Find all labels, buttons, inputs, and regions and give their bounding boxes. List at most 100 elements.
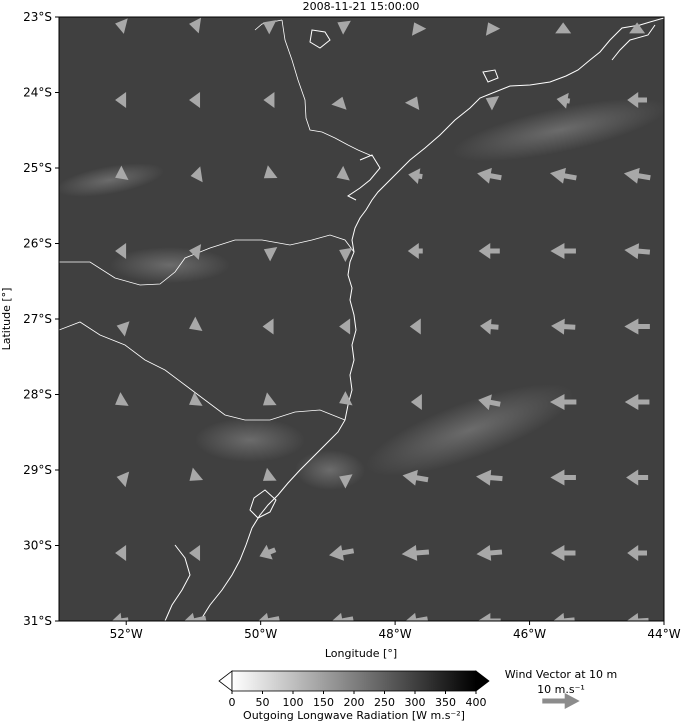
wind-arrow [624,243,651,260]
wind-arrow [407,243,423,260]
wind-arrow [476,469,503,486]
colorbar-tick-label: 150 [313,696,334,709]
y-tick-label: 26°S [23,237,52,251]
wind-arrow [339,391,353,406]
wind-arrow [409,318,421,335]
wind-arrow [115,165,129,180]
wind-arrow [551,318,576,335]
wind-arrow [485,22,501,36]
cloud-patch [452,98,664,162]
colorbar-tick-label: 400 [466,696,487,709]
map-plot-area [58,16,665,622]
y-tick-label: 29°S [23,463,52,477]
y-axis-label: Latitude [°] [0,288,13,351]
coastlines [164,17,664,621]
wind-arrow [262,318,274,335]
wind-arrow [408,168,423,185]
cloud-patch [295,450,365,490]
wind-arrow [555,22,572,34]
cloud-patch [59,163,165,197]
wind-arrow [263,247,278,262]
wind-arrow [337,20,351,35]
wind-arrow [190,166,203,183]
coastline-inlet [347,154,381,201]
wind-arrow [549,167,577,184]
colorbar-tick-label: 200 [344,696,365,709]
wind-arrow [262,392,277,406]
y-tick-label: 28°S [23,388,52,402]
wind-arrow [479,318,499,335]
wind-arrow [627,545,648,562]
colorbar-gradient [231,670,477,692]
coastline-lagoon [249,489,277,519]
wind-key-label: 10 m.s⁻¹ [537,683,585,696]
wind-arrow [189,545,201,562]
colorbar: 0 50 100 150 200 250 300 350 400 Outgoing Longwa… [218,670,490,722]
coastline [199,17,664,621]
x-tick-label: 50°W [244,627,277,641]
wind-arrow [189,92,201,109]
coastline-bay [611,24,656,61]
wind-arrow [476,544,503,561]
y-tick-label: 30°S [23,539,52,553]
wind-arrow [262,20,277,35]
wind-arrow [262,467,277,481]
wind-arrow [329,544,355,561]
wind-arrow [189,17,202,34]
wind-arrow [263,165,278,179]
x-tick-label: 46°W [513,627,546,641]
y-tick-label: 25°S [23,161,52,175]
y-tick-label: 27°S [23,312,52,326]
state-borders [59,19,373,421]
cloud-patch [366,384,574,476]
wind-vectors [110,17,651,621]
wind-arrow [478,243,500,260]
wind-arrow [410,394,422,411]
wind-arrow [115,545,127,562]
wind-arrow [401,544,430,561]
border-sc-rs [59,321,346,421]
wind-arrow [478,394,501,411]
wind-arrow [189,244,202,260]
wind-arrow [624,318,650,335]
cloud-patch [195,418,305,462]
border-parana-sp [281,19,373,157]
wind-arrow [550,469,576,486]
coastline-island [309,29,331,49]
wind-key-title: Wind Vector at 10 m [505,668,617,681]
wind-arrow [115,18,128,34]
x-tick-label: 52°W [110,627,143,641]
wind-arrow [411,22,427,36]
colorbar-tick-label: 50 [256,696,270,709]
border-parana-sc [59,234,355,286]
wind-arrow [627,92,648,109]
y-tick-label: 23°S [23,10,52,24]
wind-arrow [339,318,351,335]
wind-key-arrow [542,693,580,709]
x-tick-label: 44°W [647,627,680,641]
wind-arrow [556,92,571,109]
colorbar-tick-label: 0 [229,696,236,709]
wind-arrow [339,474,353,489]
wind-arrow [331,96,347,110]
colorbar-tick-label: 250 [374,696,395,709]
coastline-bay-south [164,544,191,621]
wind-arrow [477,167,502,184]
colorbar-ticks: 0 50 100 150 200 250 300 350 400 [229,691,487,709]
wind-arrow [115,92,127,109]
wind-arrow [550,545,576,562]
wind-arrow [189,467,204,481]
coastline-island [482,69,499,83]
wind-arrow [549,394,577,411]
cloud-patch [110,247,230,283]
wind-arrow [624,394,650,411]
wind-arrow [404,96,420,110]
x-axis-label: Longitude [°] [325,647,397,660]
wind-arrow [550,243,576,260]
wind-arrow [116,471,130,488]
colorbar-tick-label: 300 [405,696,426,709]
wind-arrow [116,321,130,337]
y-tick-label: 24°S [23,86,52,100]
colorbar-tick-label: 100 [283,696,304,709]
